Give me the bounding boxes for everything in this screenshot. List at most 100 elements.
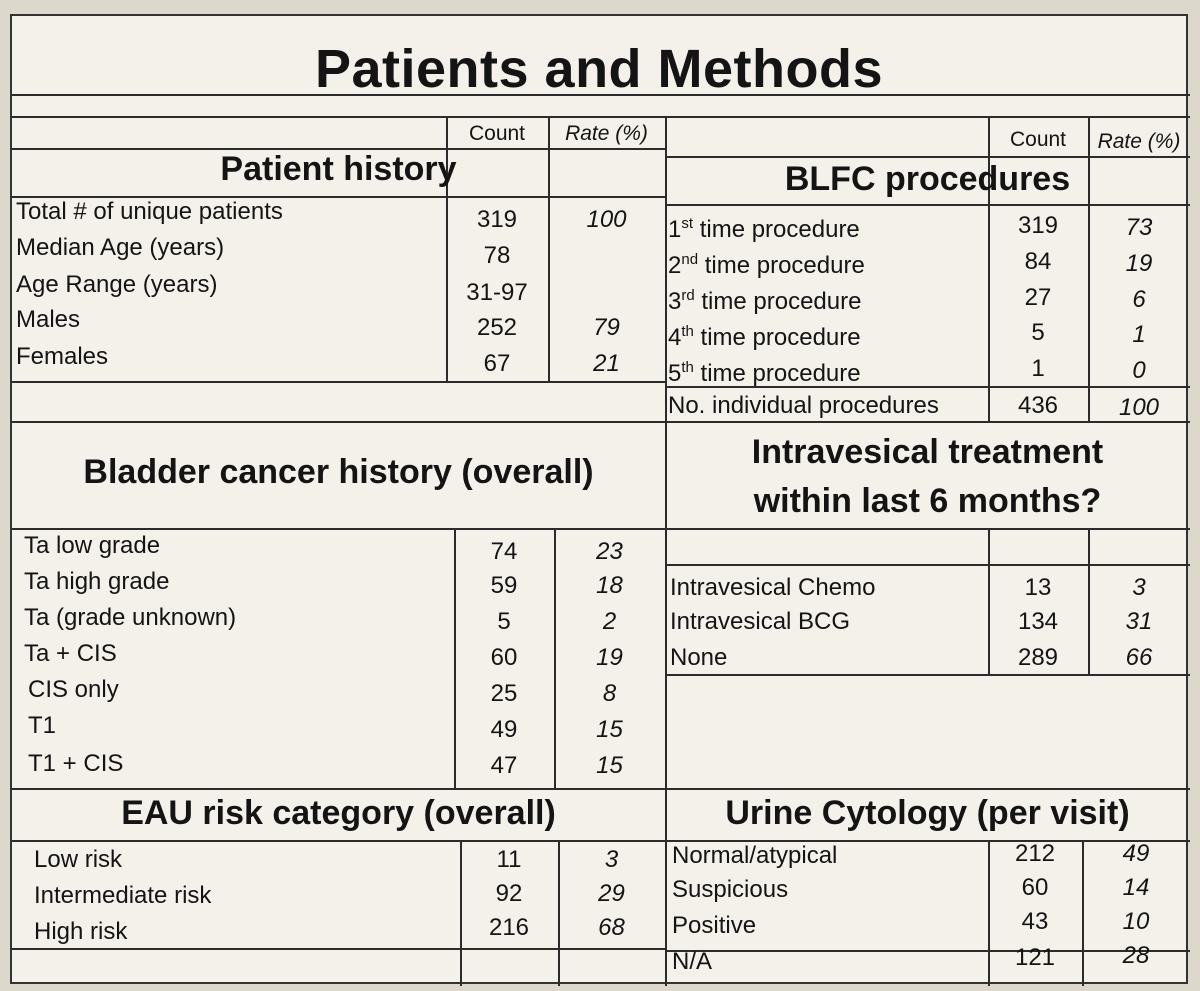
divider bbox=[665, 116, 667, 788]
row-rate: 3 bbox=[604, 846, 619, 873]
row-rate bbox=[548, 275, 665, 311]
divider bbox=[12, 840, 1190, 842]
row-count: 289 bbox=[1017, 644, 1059, 671]
row-label: Median Age (years) bbox=[16, 234, 225, 261]
row-label: Ta + CIS bbox=[24, 640, 117, 667]
row-count: 31-97 bbox=[466, 279, 528, 306]
ordinal: 5 bbox=[668, 360, 682, 387]
row-rate: 3 bbox=[1132, 574, 1146, 601]
row-rate: 100 bbox=[586, 206, 627, 233]
row-label: Suspicious bbox=[672, 876, 789, 903]
row-rate: 79 bbox=[593, 314, 620, 341]
row-label: Intravesical Chemo bbox=[670, 574, 876, 601]
row-count: 84 bbox=[1024, 248, 1052, 275]
row-count: 27 bbox=[1024, 284, 1052, 311]
row-count: 319 bbox=[476, 206, 518, 233]
row-count: 78 bbox=[483, 242, 511, 269]
ordinal: 3 bbox=[668, 288, 682, 315]
row-rate: 29 bbox=[598, 880, 625, 907]
total-count: 436 bbox=[1017, 392, 1059, 419]
ordinal-suffix: th bbox=[681, 359, 694, 376]
row-rate: 15 bbox=[596, 752, 623, 779]
ordinal-suffix: th bbox=[681, 323, 694, 340]
row-label: Ta (grade unknown) bbox=[24, 604, 237, 631]
divider bbox=[665, 788, 667, 986]
ordinal-suffix: nd bbox=[681, 251, 699, 268]
row-rate: 10 bbox=[1122, 908, 1150, 935]
row-count: 1 bbox=[1031, 355, 1045, 382]
divider bbox=[446, 116, 448, 381]
row-label: Males bbox=[16, 306, 81, 333]
ordinal-suffix: st bbox=[681, 215, 694, 232]
row-rate: 28 bbox=[1122, 942, 1150, 969]
divider bbox=[988, 116, 990, 421]
row-label: High risk bbox=[34, 918, 128, 945]
divider bbox=[558, 840, 560, 986]
row-count: 49 bbox=[490, 716, 518, 743]
row-rate bbox=[548, 238, 665, 274]
row-label: Females bbox=[16, 343, 109, 370]
row-count: 5 bbox=[1031, 319, 1045, 346]
total-label: No. individual procedures bbox=[668, 392, 939, 419]
row-label: Intravesical BCG bbox=[670, 608, 851, 635]
row-rate: 1 bbox=[1132, 321, 1146, 348]
row-rate: 68 bbox=[598, 914, 625, 941]
row-label: Ta low grade bbox=[24, 532, 161, 559]
row-count: 216 bbox=[488, 914, 530, 941]
section-heading-intravesical-line1: Intravesical treatment bbox=[751, 433, 1104, 471]
section-heading-bladder-cancer: Bladder cancer history (overall) bbox=[83, 453, 594, 491]
row-count: 252 bbox=[476, 314, 518, 341]
divider bbox=[12, 421, 1190, 423]
section-heading-patient-history: Patient history bbox=[220, 150, 457, 188]
row-rate: 14 bbox=[1122, 874, 1150, 901]
row-rate: 49 bbox=[1122, 840, 1150, 867]
row-rate: 15 bbox=[596, 716, 623, 743]
row-rate: 31 bbox=[1125, 608, 1153, 635]
column-header-rate: Rate (%) bbox=[1097, 130, 1181, 153]
divider bbox=[12, 381, 665, 383]
divider bbox=[454, 528, 456, 788]
row-rate: 8 bbox=[602, 680, 617, 707]
divider bbox=[988, 528, 990, 674]
ordinal: 1 bbox=[668, 216, 682, 243]
divider bbox=[460, 840, 462, 986]
row-label: Intermediate risk bbox=[34, 882, 212, 909]
divider bbox=[554, 528, 556, 788]
divider bbox=[1088, 528, 1090, 674]
row-count: 60 bbox=[1021, 874, 1049, 901]
row-count: 47 bbox=[490, 752, 518, 779]
divider bbox=[988, 840, 990, 986]
row-rate: 2 bbox=[602, 608, 617, 635]
column-header-count: Count bbox=[468, 122, 526, 145]
section-heading-blfc: BLFC procedures bbox=[784, 160, 1071, 198]
ordinal: 2 bbox=[668, 252, 682, 279]
divider bbox=[12, 196, 665, 198]
divider bbox=[665, 674, 1190, 676]
row-count: 121 bbox=[1014, 944, 1056, 971]
divider bbox=[12, 148, 665, 150]
row-label-text: time procedure bbox=[698, 252, 865, 279]
row-count: 319 bbox=[1017, 212, 1059, 239]
divider bbox=[12, 528, 1190, 530]
row-count: 134 bbox=[1017, 608, 1059, 635]
divider bbox=[665, 950, 1190, 952]
section-heading-eau-risk: EAU risk category (overall) bbox=[121, 794, 556, 832]
row-rate: 19 bbox=[1125, 250, 1153, 277]
divider bbox=[665, 386, 1190, 388]
row-label: Ta high grade bbox=[24, 568, 170, 595]
divider bbox=[12, 116, 1190, 118]
row-label: Normal/atypical bbox=[672, 842, 838, 869]
row-label: None bbox=[670, 644, 728, 671]
ordinal-suffix: rd bbox=[681, 287, 695, 304]
row-count: 13 bbox=[1024, 574, 1052, 601]
row-label: Age Range (years) bbox=[16, 271, 218, 298]
row-rate: 18 bbox=[596, 572, 623, 599]
row-label: Low risk bbox=[34, 846, 123, 873]
divider bbox=[665, 156, 1190, 158]
column-header-rate: Rate (%) bbox=[565, 122, 648, 145]
row-count: 60 bbox=[490, 644, 518, 671]
divider bbox=[665, 564, 1190, 566]
divider bbox=[548, 116, 550, 381]
row-label-text: time procedure bbox=[693, 324, 861, 351]
row-count: 43 bbox=[1021, 908, 1049, 935]
